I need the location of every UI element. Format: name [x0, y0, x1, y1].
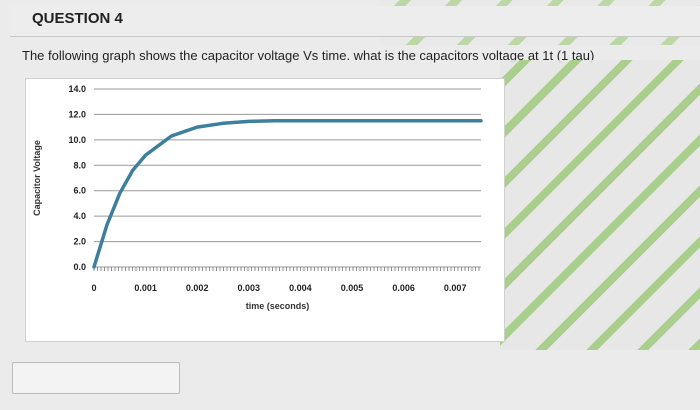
y-tick-label: 10.0 [68, 135, 86, 145]
question-text: The following graph shows the capacitor … [22, 48, 595, 63]
x-minor-ticks [93, 267, 480, 271]
x-tick-labels: 0 0.001 0.002 0.003 0.004 0.005 0.006 0.007 [91, 283, 466, 293]
x-tick-label: 0.003 [238, 283, 261, 293]
y-axis-label: Capacitor Voltage [32, 140, 42, 216]
voltage-curve [92, 119, 483, 269]
grid-lines [94, 88, 481, 268]
x-tick-label: 0.006 [392, 283, 415, 293]
x-tick-label: 0.005 [341, 283, 364, 293]
x-tick-label: 0.002 [186, 283, 209, 293]
question-header [10, 6, 700, 37]
y-tick-label: 4.0 [73, 211, 86, 221]
x-axis-label: time (seconds) [246, 301, 310, 311]
y-tick-label: 12.0 [68, 109, 86, 119]
answer-input[interactable] [12, 362, 180, 394]
y-tick-label: 2.0 [73, 237, 86, 247]
y-tick-label: 8.0 [73, 160, 86, 170]
y-tick-label: 0.0 [73, 262, 86, 272]
chart-svg: 0.02.04.06.08.010.012.014.0 0 0.001 0.002 0… [32, 84, 483, 311]
y-tick-label: 6.0 [73, 186, 86, 196]
y-tick-label: 14.0 [68, 84, 86, 94]
x-tick-label: 0.007 [444, 283, 467, 293]
background-stripes [500, 60, 700, 350]
y-tick-labels: 0.0 2.0 4.0 6.0 8.0 10.0 12.0 14.0 [68, 84, 86, 272]
x-tick-label: 0.004 [289, 283, 312, 293]
capacitor-voltage-chart: 0.0 2.0 4.0 6.0 8.0 10.0 12.0 14.0 0 0.001 0.002 0… [25, 78, 505, 342]
x-tick-label: 0.001 [134, 283, 157, 293]
x-tick-label: 0 [91, 283, 96, 293]
question-title: QUESTION 4 [32, 10, 123, 27]
